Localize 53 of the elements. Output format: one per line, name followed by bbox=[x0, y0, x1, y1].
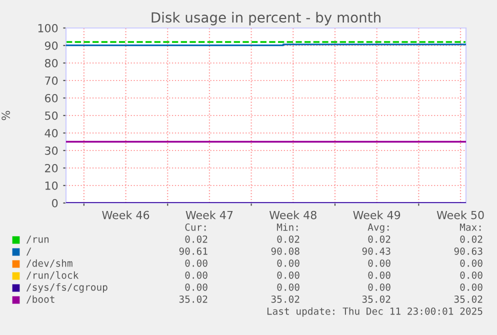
y-tick-label: 10 bbox=[45, 181, 58, 190]
text: 0.02 bbox=[277, 235, 300, 243]
legend-label: /sys/fs/cgroup bbox=[26, 283, 108, 293]
text: 0.02 bbox=[368, 235, 390, 243]
text: Cur: bbox=[185, 223, 206, 231]
y-tick-label: 20 bbox=[45, 164, 58, 172]
text: 0.00 bbox=[368, 271, 390, 279]
text: Max: bbox=[460, 224, 481, 231]
text: 0.00 bbox=[185, 271, 208, 279]
text: 35.02 bbox=[454, 295, 482, 303]
x-tick-label: Week 47 bbox=[186, 210, 233, 220]
y-tick-label: 40 bbox=[44, 128, 58, 138]
text: Last update: Thu Dec 11 23:00:01 2025 bbox=[267, 307, 482, 317]
text: 0.00 bbox=[185, 283, 208, 291]
text: Min: bbox=[276, 223, 298, 231]
text: 0.00 bbox=[277, 271, 300, 279]
text: 35.02 bbox=[362, 295, 390, 303]
text: 0.00 bbox=[460, 271, 482, 279]
y-tick-label: 60 bbox=[45, 94, 58, 102]
y-tick-label: 50 bbox=[45, 111, 58, 120]
text: Avg: bbox=[368, 224, 389, 233]
x-tick-label: Week 50 bbox=[436, 210, 484, 220]
text: 0.00 bbox=[460, 259, 482, 267]
y-tick-label: 70 bbox=[45, 76, 58, 85]
text: 0.00 bbox=[277, 283, 300, 291]
text: 0.00 bbox=[368, 283, 390, 291]
y-tick-label: 80 bbox=[44, 58, 58, 68]
text: 0.02 bbox=[460, 235, 482, 243]
x-tick-label: Week 46 bbox=[102, 210, 150, 220]
legend-label: / bbox=[26, 248, 32, 256]
text: 90.08 bbox=[271, 247, 300, 255]
x-tick-label: Week 49 bbox=[353, 210, 400, 220]
text: 35.02 bbox=[179, 295, 208, 303]
y-tick-label: 100 bbox=[38, 24, 58, 32]
y-tick-label: 0 bbox=[52, 198, 58, 208]
legend-label: /dev/shm bbox=[26, 259, 72, 268]
text: 0.00 bbox=[460, 283, 482, 291]
y-tick-label: 30 bbox=[45, 146, 58, 155]
chart-title: Disk usage in percent - by month bbox=[152, 12, 380, 26]
text: 0.00 bbox=[185, 259, 208, 267]
text: 0.02 bbox=[185, 235, 208, 243]
x-tick-label: Week 48 bbox=[269, 210, 316, 220]
text: 90.61 bbox=[179, 247, 208, 255]
text: 35.02 bbox=[271, 295, 300, 303]
legend-label: /boot bbox=[26, 295, 54, 304]
text: 90.63 bbox=[454, 247, 482, 255]
text: 0.00 bbox=[368, 259, 390, 267]
legend-label: /run bbox=[26, 236, 49, 244]
legend-label: /run/lock bbox=[26, 271, 79, 280]
text: 90.43 bbox=[362, 247, 390, 255]
y-axis-title: % bbox=[2, 110, 10, 120]
y-tick-label: 90 bbox=[44, 41, 58, 50]
text: 0.00 bbox=[277, 259, 300, 267]
